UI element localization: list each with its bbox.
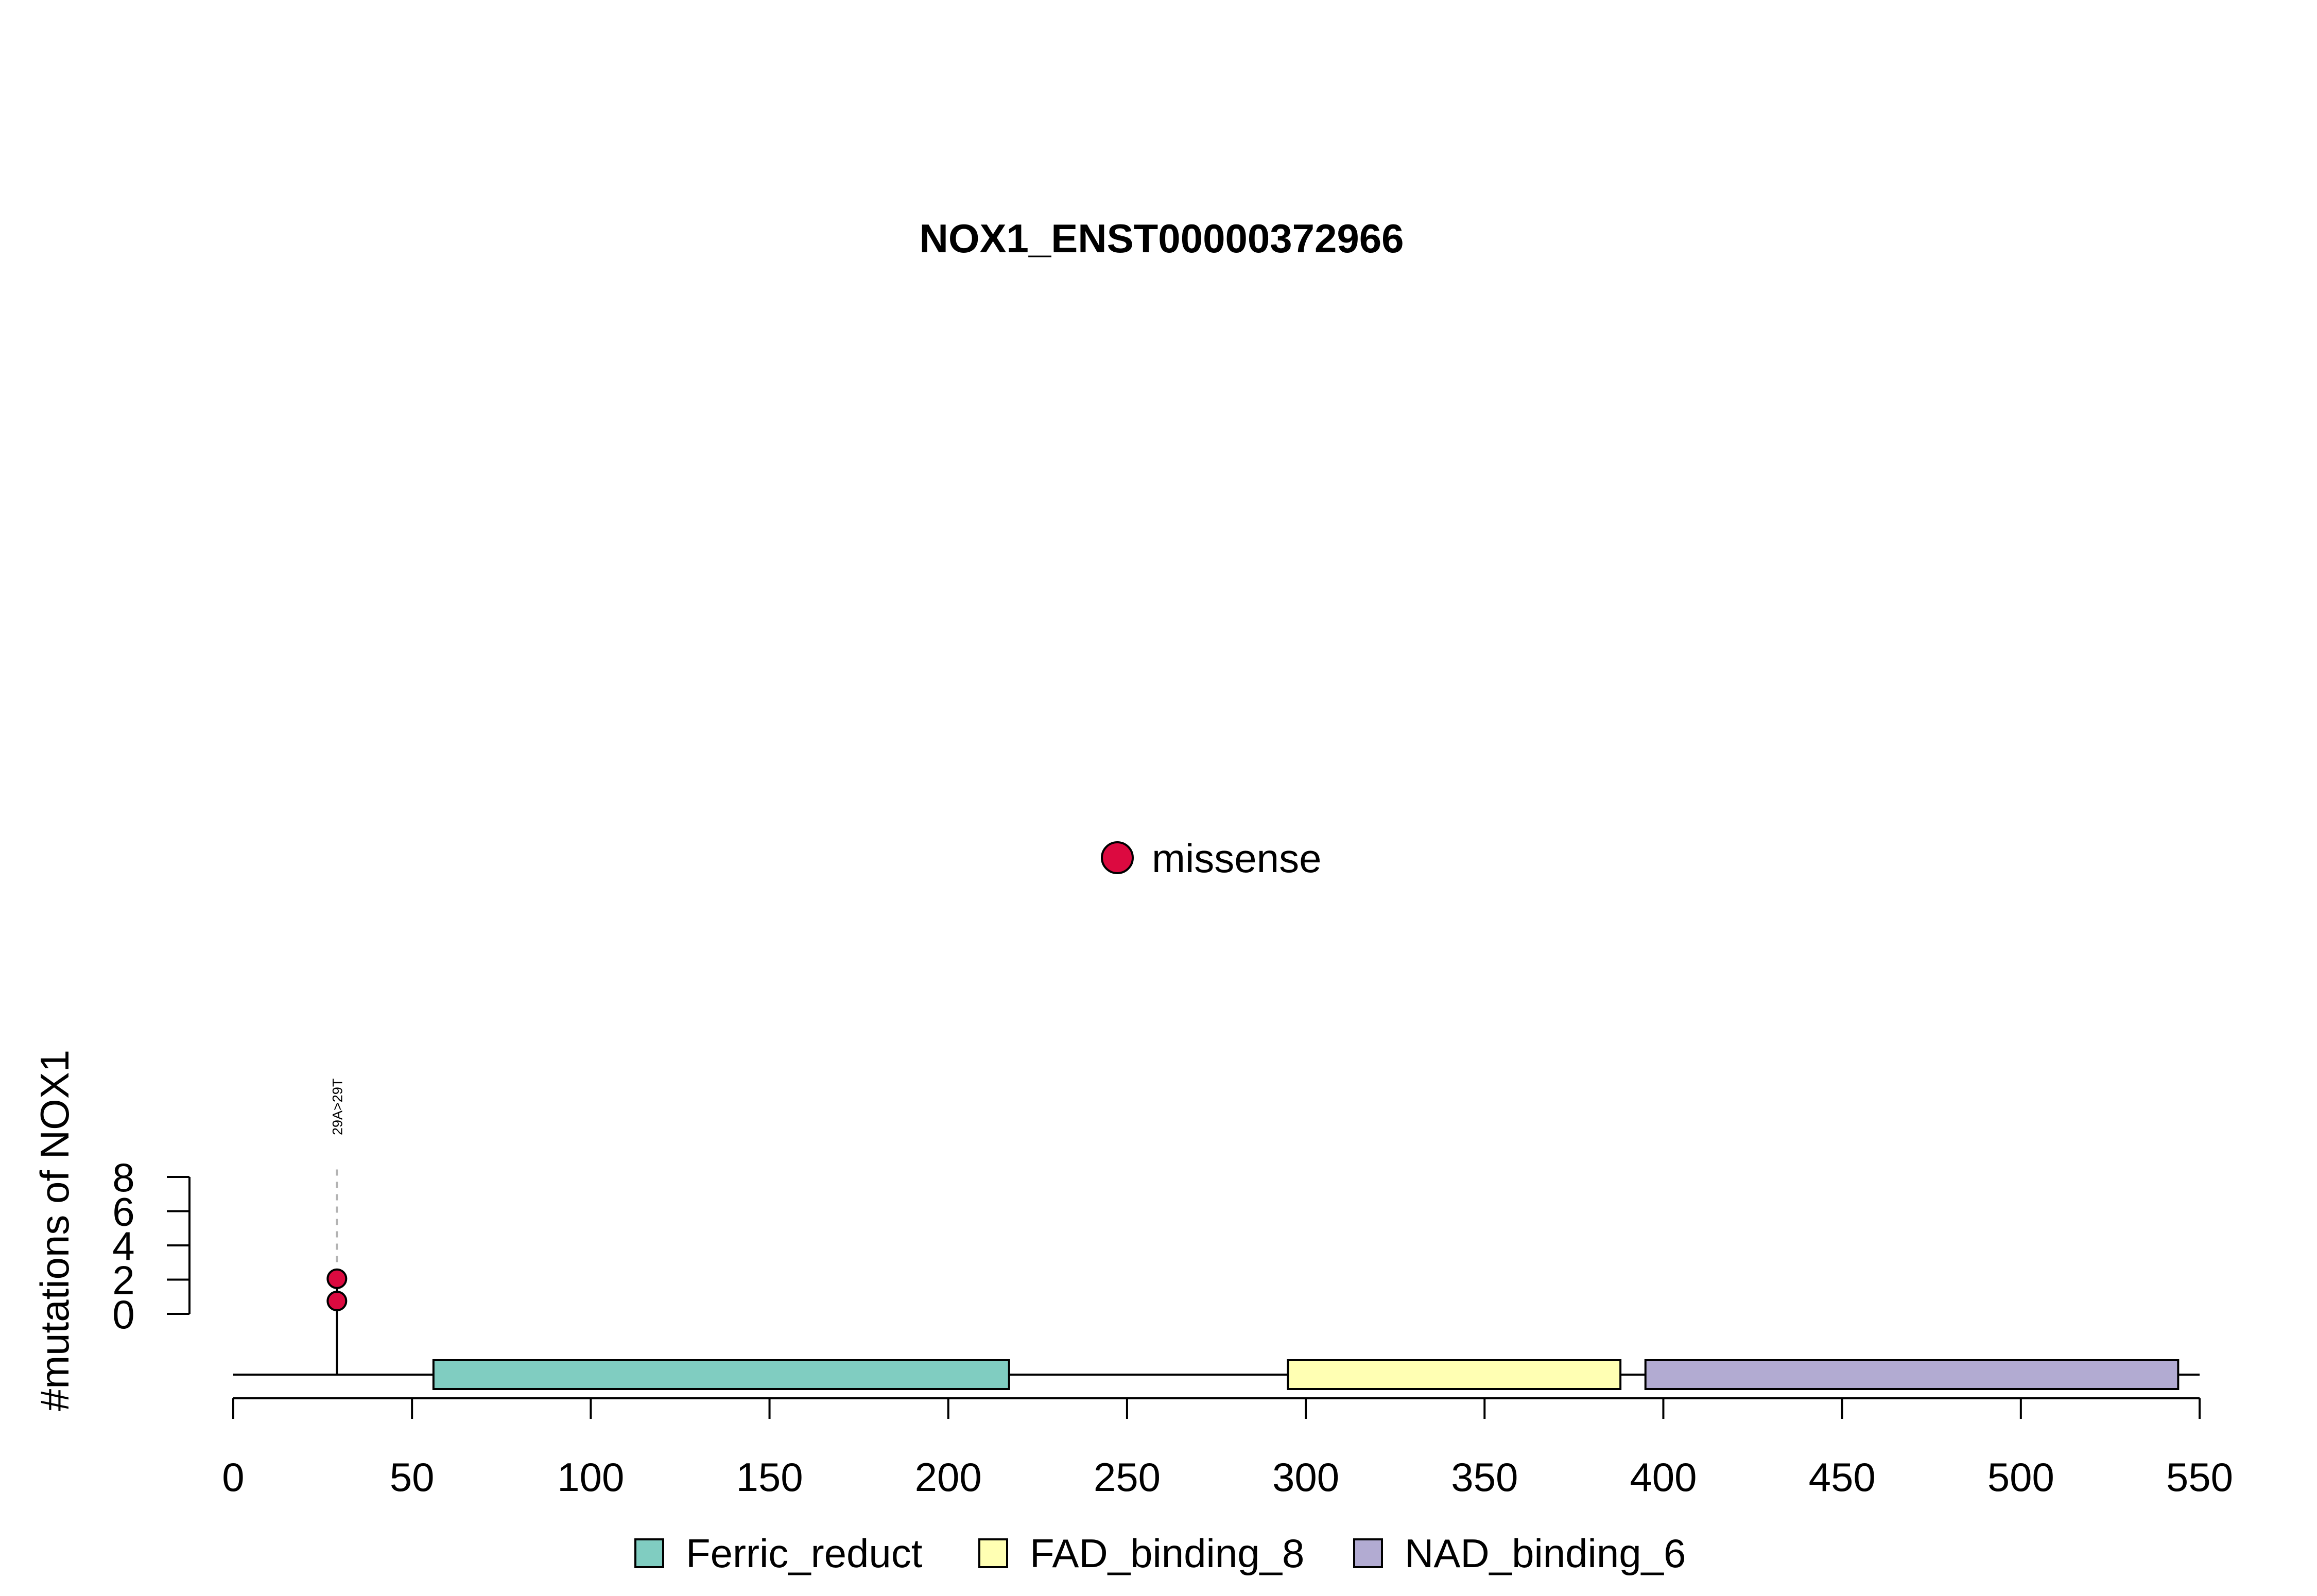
- x-tick-label-2: 100: [557, 1454, 624, 1500]
- mutation-dot-0-1: [326, 1268, 348, 1289]
- x-axis: 0 50 100 150 200 250 300 350 400 450 500 550: [222, 1397, 2233, 1500]
- legend-missense-label: missense: [1152, 836, 1321, 881]
- x-tick-label-10: 500: [1987, 1454, 2054, 1500]
- domain-FAD_binding_8: [1287, 1359, 1622, 1390]
- x-tick-label-6: 300: [1272, 1454, 1339, 1500]
- domain-legend-FAD_binding_8-label: FAD_binding_8: [1030, 1531, 1304, 1576]
- legend-missense-marker: [1101, 841, 1134, 874]
- domain-track: [432, 1359, 2180, 1390]
- domain-Ferric_reduct: [432, 1359, 1010, 1390]
- y-tick-label-4: 8: [112, 1155, 134, 1200]
- x-tick-label-8: 400: [1630, 1454, 1697, 1500]
- x-tick-label-0: 0: [222, 1454, 244, 1500]
- y-tick-label-0: 0: [112, 1292, 134, 1337]
- domain-legend-NAD_binding_6-label: NAD_binding_6: [1405, 1531, 1686, 1576]
- domain-legend: Ferric_reduct FAD_binding_8 NAD_binding_6: [634, 1531, 1686, 1576]
- chart-title: NOX1_ENST00000372966: [920, 216, 1404, 261]
- mutation-type-legend: missense: [1101, 836, 1321, 881]
- domain-legend-Ferric_reduct-label: Ferric_reduct: [686, 1531, 923, 1576]
- y-axis-label: #mutations of NOX1: [32, 1050, 77, 1411]
- mutation-label-0: 29A>29T: [330, 1079, 345, 1135]
- x-tick-label-9: 450: [1809, 1454, 1876, 1500]
- domain-legend-NAD_binding_6-swatch: [1353, 1538, 1383, 1568]
- domain-NAD_binding_6: [1644, 1359, 2180, 1390]
- x-tick-label-4: 200: [915, 1454, 982, 1500]
- y-tick-label-1: 2: [112, 1258, 134, 1303]
- x-tick-label-11: 550: [2166, 1454, 2233, 1500]
- y-tick-label-2: 4: [112, 1223, 134, 1269]
- mutation-lollipops: 29A>29T: [326, 1079, 348, 1375]
- x-tick-label-7: 350: [1451, 1454, 1518, 1500]
- x-tick-label-1: 50: [390, 1454, 435, 1500]
- x-tick-label-5: 250: [1094, 1454, 1161, 1500]
- mutation-dot-0-0: [326, 1291, 348, 1311]
- domain-legend-FAD_binding_8-swatch: [978, 1538, 1008, 1568]
- domain-legend-Ferric_reduct-swatch: [634, 1538, 664, 1568]
- y-tick-label-3: 6: [112, 1189, 134, 1235]
- x-tick-label-3: 150: [736, 1454, 803, 1500]
